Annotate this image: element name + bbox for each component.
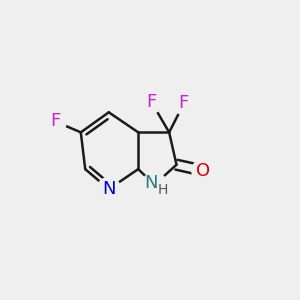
Text: F: F bbox=[179, 94, 189, 112]
Circle shape bbox=[142, 172, 167, 197]
Circle shape bbox=[140, 91, 163, 113]
Circle shape bbox=[97, 177, 121, 201]
Circle shape bbox=[173, 92, 195, 115]
Text: F: F bbox=[146, 93, 157, 111]
Text: O: O bbox=[196, 162, 210, 180]
Circle shape bbox=[44, 110, 66, 133]
Text: N: N bbox=[102, 180, 116, 198]
Text: H: H bbox=[158, 183, 168, 197]
Text: F: F bbox=[50, 112, 60, 130]
Circle shape bbox=[192, 159, 214, 182]
Text: N: N bbox=[145, 174, 158, 192]
